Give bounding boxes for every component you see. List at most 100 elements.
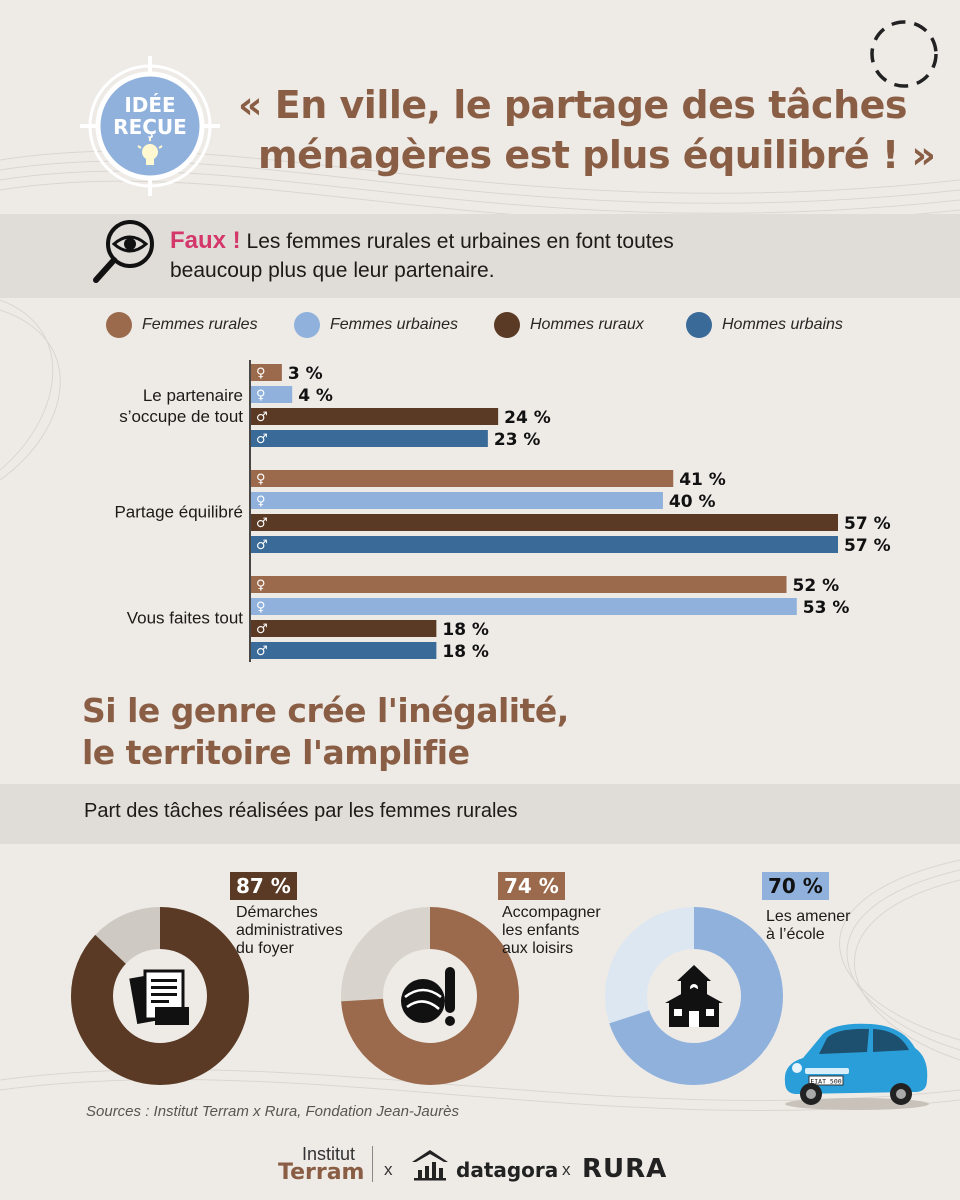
bar bbox=[251, 408, 499, 425]
bar-chart: Le partenaire s’occupe de tout ♀ 3 % ♀ 4 % ♂ 24… bbox=[114, 360, 891, 662]
sports-ball-icon bbox=[401, 967, 455, 1026]
logo-separator-x: x bbox=[384, 1160, 393, 1179]
main-title-line2: ménagères est plus équilibré ! » bbox=[258, 133, 936, 177]
school-icon bbox=[665, 965, 723, 1027]
section2-title-line2: le territoire l'amplifie bbox=[82, 733, 470, 772]
gender-symbol: ♀ bbox=[256, 578, 266, 593]
donut-2-label-line: aux loisirs bbox=[502, 940, 574, 957]
donut-value-arc bbox=[341, 907, 519, 1085]
donut-3-label-line: Les amener bbox=[766, 908, 851, 925]
bar bbox=[251, 642, 437, 659]
car-plate: EIAT 500 bbox=[810, 1078, 841, 1086]
donut-chart-2 bbox=[341, 907, 519, 1085]
donut-value-arc bbox=[71, 907, 249, 1085]
main-title-line1: « En ville, le partage des tâches bbox=[238, 83, 908, 127]
legend-label: Femmes rurales bbox=[142, 316, 258, 333]
legend-item-femmes-rurales: Femmes rurales bbox=[106, 312, 258, 338]
donut-1-label-line: du foyer bbox=[236, 940, 294, 957]
value-label: 53 % bbox=[803, 598, 850, 618]
category-label: s’occupe de tout bbox=[119, 407, 243, 426]
value-label: 24 % bbox=[504, 408, 551, 428]
sources: Sources : Institut Terram x Rura, Fondat… bbox=[86, 1103, 459, 1120]
category-label: Le partenaire bbox=[143, 386, 243, 405]
idee-recue-badge: IDÉE REÇUE bbox=[80, 56, 220, 196]
bar bbox=[251, 386, 293, 403]
value-label: 41 % bbox=[679, 470, 726, 490]
donut-1-pct-badge: 87 % bbox=[230, 872, 297, 900]
faux-text-line2: beaucoup plus que leur partenaire. bbox=[170, 259, 495, 282]
car-illustration: EIAT 500 bbox=[784, 1023, 929, 1110]
corner-ring-decoration bbox=[870, 20, 938, 88]
section2-title-line1: Si le genre crée l'inégalité, bbox=[82, 691, 569, 730]
legend-item-hommes-ruraux: Hommes ruraux bbox=[494, 312, 644, 338]
gender-symbol: ♀ bbox=[256, 366, 266, 381]
documents-icon bbox=[129, 969, 189, 1025]
gender-symbol: ♀ bbox=[256, 600, 266, 615]
subtitle-band bbox=[0, 784, 960, 844]
gender-symbol: ♂ bbox=[256, 432, 268, 447]
donut-3-label: Les amener à l’école bbox=[766, 908, 851, 944]
category-label: Partage équilibré bbox=[114, 503, 243, 522]
legend-item-hommes-urbains: Hommes urbains bbox=[686, 312, 843, 338]
terram-logo: Terram bbox=[278, 1160, 365, 1185]
gender-symbol: ♀ bbox=[256, 472, 266, 487]
donut-chart-3 bbox=[605, 907, 783, 1085]
datagora-logo: datagora bbox=[456, 1158, 559, 1182]
bar bbox=[251, 514, 838, 531]
magnifier-eye-icon bbox=[93, 220, 154, 283]
donut-2-pct-badge: 74 % bbox=[498, 872, 565, 900]
donut-1-label-line: administratives bbox=[236, 922, 343, 939]
donut-3-label-line: à l’école bbox=[766, 926, 825, 943]
bars-layer: Le partenaire s’occupe de tout ♀ 3 % ♀ 4 % ♂ 24… bbox=[114, 364, 891, 662]
badge-line1: IDÉE bbox=[124, 93, 175, 117]
legend-dot bbox=[294, 312, 320, 338]
gender-symbol: ♀ bbox=[256, 494, 266, 509]
value-label: 40 % bbox=[669, 492, 716, 512]
section2-title: Si le genre crée l'inégalité, le territo… bbox=[82, 690, 862, 774]
donut-value-arc bbox=[605, 907, 783, 1085]
faux-band bbox=[0, 214, 960, 298]
bar bbox=[251, 364, 282, 381]
value-label: 18 % bbox=[442, 620, 489, 640]
value-label: 4 % bbox=[298, 386, 333, 406]
donut-2-label-line: les enfants bbox=[502, 922, 580, 939]
bar bbox=[251, 430, 488, 447]
value-label: 18 % bbox=[442, 642, 489, 662]
rura-logo: RURA bbox=[582, 1154, 668, 1184]
value-label: 57 % bbox=[844, 536, 891, 556]
legend-dot bbox=[106, 312, 132, 338]
category-label: Vous faites tout bbox=[127, 609, 244, 628]
donut-2-label-line: Accompagner bbox=[502, 904, 601, 921]
main-title: « En ville, le partage des tâches ménagè… bbox=[238, 80, 938, 180]
legend-item-femmes-urbaines: Femmes urbaines bbox=[294, 312, 458, 338]
faux-text-line1: Les femmes rurales et urbaines en font t… bbox=[246, 230, 674, 253]
lightbulb-icon bbox=[137, 138, 163, 165]
logo-divider bbox=[372, 1146, 373, 1182]
legend-dot bbox=[494, 312, 520, 338]
institut-logo-top: Institut bbox=[302, 1144, 356, 1164]
section2-subtitle: Part des tâches réalisées par les femmes… bbox=[84, 800, 518, 822]
donut-3-pct-badge: 70 % bbox=[762, 872, 829, 900]
value-label: 52 % bbox=[793, 576, 840, 596]
gender-symbol: ♂ bbox=[256, 410, 268, 425]
bar bbox=[251, 576, 787, 593]
bar bbox=[251, 598, 797, 615]
donut-chart-1 bbox=[71, 907, 249, 1085]
donut-1-label: Démarches administratives du foyer bbox=[236, 904, 343, 958]
donut-1-label-line: Démarches bbox=[236, 904, 318, 921]
datagora-logo-icon bbox=[412, 1150, 448, 1181]
logo-separator-x: x bbox=[562, 1160, 571, 1179]
gender-symbol: ♂ bbox=[256, 538, 268, 553]
legend-label: Hommes ruraux bbox=[530, 316, 644, 333]
legend-label: Hommes urbains bbox=[722, 316, 843, 333]
donut-2-label: Accompagner les enfants aux loisirs bbox=[502, 904, 601, 958]
gender-symbol: ♂ bbox=[256, 516, 268, 531]
gender-symbol: ♂ bbox=[256, 644, 268, 659]
legend-label: Femmes urbaines bbox=[330, 316, 459, 333]
value-label: 23 % bbox=[494, 430, 541, 450]
bar bbox=[251, 536, 838, 553]
value-label: 3 % bbox=[288, 364, 323, 384]
faux-word: Faux ! bbox=[170, 227, 241, 254]
badge-line2: REÇUE bbox=[113, 115, 187, 139]
gender-symbol: ♀ bbox=[256, 388, 266, 403]
